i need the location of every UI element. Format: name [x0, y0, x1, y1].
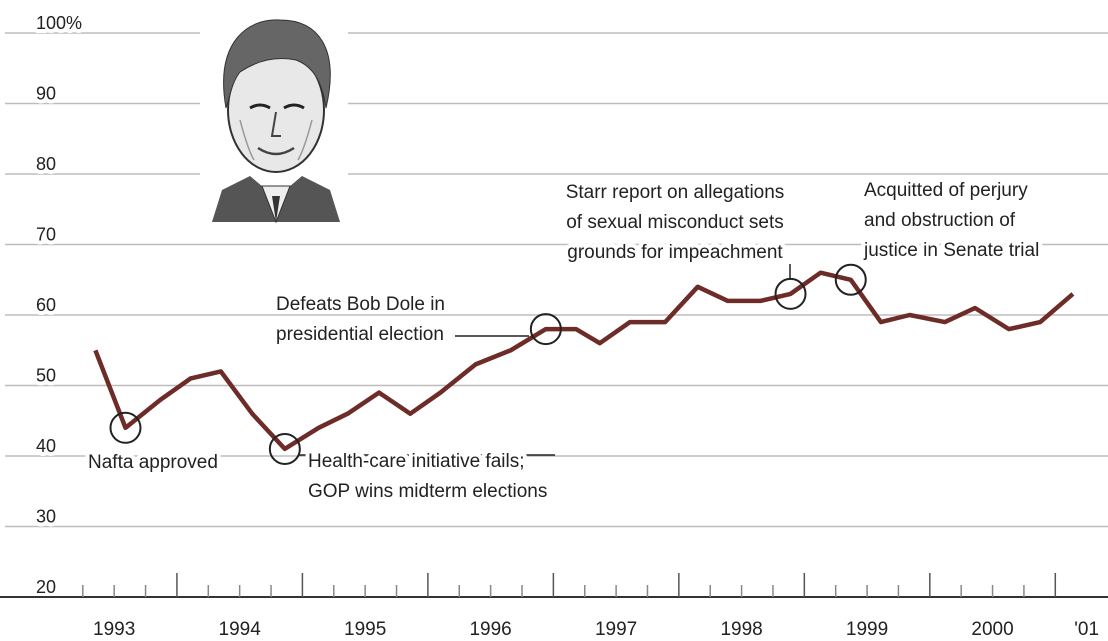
annotation-text: GOP wins midterm elections: [308, 481, 547, 502]
x-tick-label: 1996: [469, 619, 511, 640]
x-tick-label: 1999: [846, 619, 888, 640]
annotation-text: Health-care initiative fails;: [308, 451, 524, 472]
y-tick-label: 20: [36, 577, 56, 597]
x-tick-label: 2000: [971, 619, 1013, 640]
annotation-text: and obstruction of: [864, 210, 1016, 231]
annotation-text: grounds for impeachment: [567, 242, 783, 263]
x-tick-label: '01: [1074, 619, 1099, 640]
y-tick-label: 30: [36, 506, 56, 526]
annotation-text: Acquitted of perjury: [864, 180, 1028, 201]
y-tick-label: 100%: [36, 13, 82, 33]
y-tick-label: 50: [36, 365, 56, 385]
data-line: [93, 270, 1075, 452]
annotation-circle: [268, 432, 301, 465]
annotation-text: Starr report on allegations: [566, 182, 785, 203]
y-tick-label: 60: [36, 295, 56, 315]
x-tick-label: 1997: [595, 619, 637, 640]
x-tick-label: 1998: [720, 619, 762, 640]
annotation-text: presidential election: [276, 324, 444, 345]
annotation-circle: [774, 277, 807, 310]
y-tick-label: 70: [36, 224, 56, 244]
grid: [5, 32, 1108, 528]
y-tick-label: 90: [36, 83, 56, 103]
annotation-circle: [109, 411, 142, 444]
x-tick-label: 1995: [344, 619, 386, 640]
x-tick-label: 1994: [219, 619, 262, 640]
x-tick-label: 1993: [93, 619, 135, 640]
portrait: [200, 8, 348, 230]
annotation-circle: [529, 313, 562, 346]
annotation-circle: [834, 263, 867, 296]
annotation-text: of sexual misconduct sets: [566, 212, 784, 233]
annotation-text: Defeats Bob Dole in: [276, 294, 445, 315]
annotation-text: Nafta approved: [88, 452, 218, 473]
y-tick-label: 40: [36, 436, 56, 456]
y-tick-label: 80: [36, 154, 56, 174]
annotation-text: justice in Senate trial: [863, 240, 1039, 261]
